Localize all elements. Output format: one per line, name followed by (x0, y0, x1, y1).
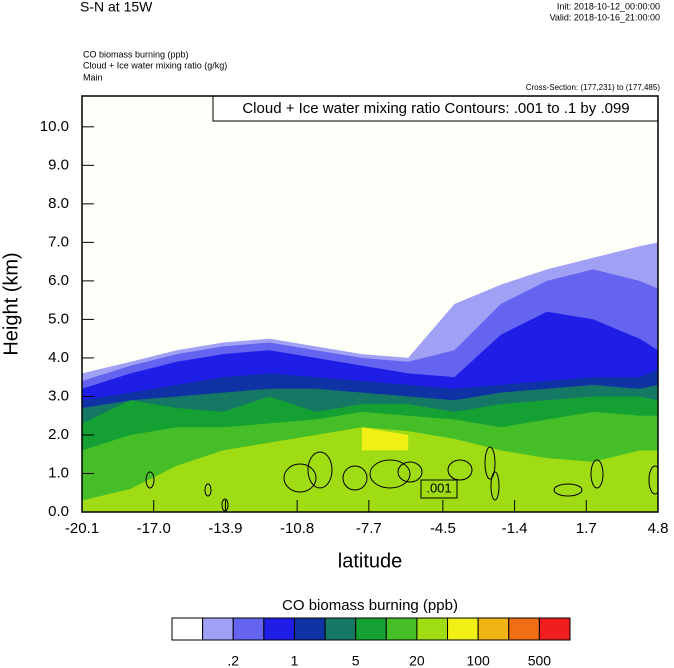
y-tick-label: 5.0 (48, 310, 69, 327)
colorbar-box (538, 617, 571, 641)
chart-title: S-N at 15W (80, 0, 153, 15)
x-tick-label: -7.7 (356, 520, 382, 537)
colorbar-box (477, 617, 510, 641)
colorbar-box (171, 617, 204, 641)
colorbar-label: 100 (466, 653, 490, 668)
x-tick-label: -1.4 (502, 520, 528, 537)
y-tick-label: 3.0 (48, 387, 69, 404)
cloud-contour (283, 463, 317, 493)
cloud-contour (307, 451, 333, 489)
x-tick-label: 4.8 (648, 520, 669, 537)
colorbar-box (232, 617, 265, 641)
cloud-contour (553, 483, 583, 497)
y-tick-label: 7.0 (48, 233, 69, 250)
cloud-contour (397, 461, 423, 483)
colorbar-box (324, 617, 357, 641)
y-tick-label: 2.0 (48, 426, 69, 443)
y-tick-label: 1.0 (48, 464, 69, 481)
colorbar-box (263, 617, 295, 641)
y-tick-label: 0.0 (48, 503, 69, 520)
cloud-contour (490, 471, 500, 501)
y-axis-label: Height (km) (0, 252, 22, 355)
y-tick-label: 10.0 (40, 118, 69, 135)
cloud-contour (145, 471, 155, 489)
colorbar-label: 20 (409, 653, 425, 668)
x-tick-label: -20.1 (65, 520, 99, 537)
colorbar-box (447, 617, 479, 641)
cloud-contour (484, 446, 496, 480)
colorbar-box (355, 617, 387, 641)
cloud-contour (204, 483, 212, 497)
field-name: Cloud + Ice water mixing ratio (g/kg) (83, 60, 227, 70)
cross-section: Cross-Section: (177,231) to (177,485) (526, 83, 661, 92)
valid-time: Valid: 2018-10-16_21:00:00 (550, 12, 660, 22)
contour-band (361, 427, 409, 451)
cloud-contour (369, 459, 411, 489)
contour-label-box (420, 479, 458, 499)
contour-note-box (212, 95, 659, 122)
x-tick-label: -17.0 (137, 520, 171, 537)
cloud-contour (342, 465, 368, 491)
contour-note: Cloud + Ice water mixing ratio Contours:… (242, 100, 629, 117)
plot-area (82, 96, 658, 512)
cloud-contour (447, 459, 473, 481)
colorbar-label: 500 (528, 653, 552, 668)
x-axis-label: latitude (338, 550, 403, 572)
plot-frame (81, 95, 659, 513)
cloud-contour (648, 465, 658, 495)
colorbar-box (293, 617, 326, 641)
overlay: .001 Cloud + Ice water mixing ratio Conto… (40, 95, 669, 668)
y-tick-label: 4.0 (48, 349, 69, 366)
x-tick-label: -13.9 (208, 520, 242, 537)
colorbar-label: 5 (352, 653, 360, 668)
field-name: CO biomass burning (ppb) (83, 49, 189, 59)
contour-band (82, 427, 658, 512)
y-tick-label: 6.0 (48, 272, 69, 289)
field-name: Main (83, 72, 103, 82)
x-tick-label: -10.8 (280, 520, 314, 537)
colorbar-label: .2 (227, 653, 239, 668)
colorbar-label: 1 (291, 653, 299, 668)
init-time: Init: 2018-10-12_00:00:00 (557, 1, 660, 11)
colorbar-box (202, 617, 234, 641)
x-tick-label: -4.5 (430, 520, 456, 537)
contour-label: .001 (426, 480, 451, 495)
y-tick-label: 8.0 (48, 195, 69, 212)
y-tick-label: 9.0 (48, 156, 69, 173)
x-tick-label: 1.7 (576, 520, 597, 537)
cloud-contour (590, 459, 604, 489)
colorbar-box (508, 617, 540, 641)
colorbar-box (385, 617, 418, 641)
colorbar-title: CO biomass burning (ppb) (282, 597, 458, 614)
colorbar-box (416, 617, 449, 641)
